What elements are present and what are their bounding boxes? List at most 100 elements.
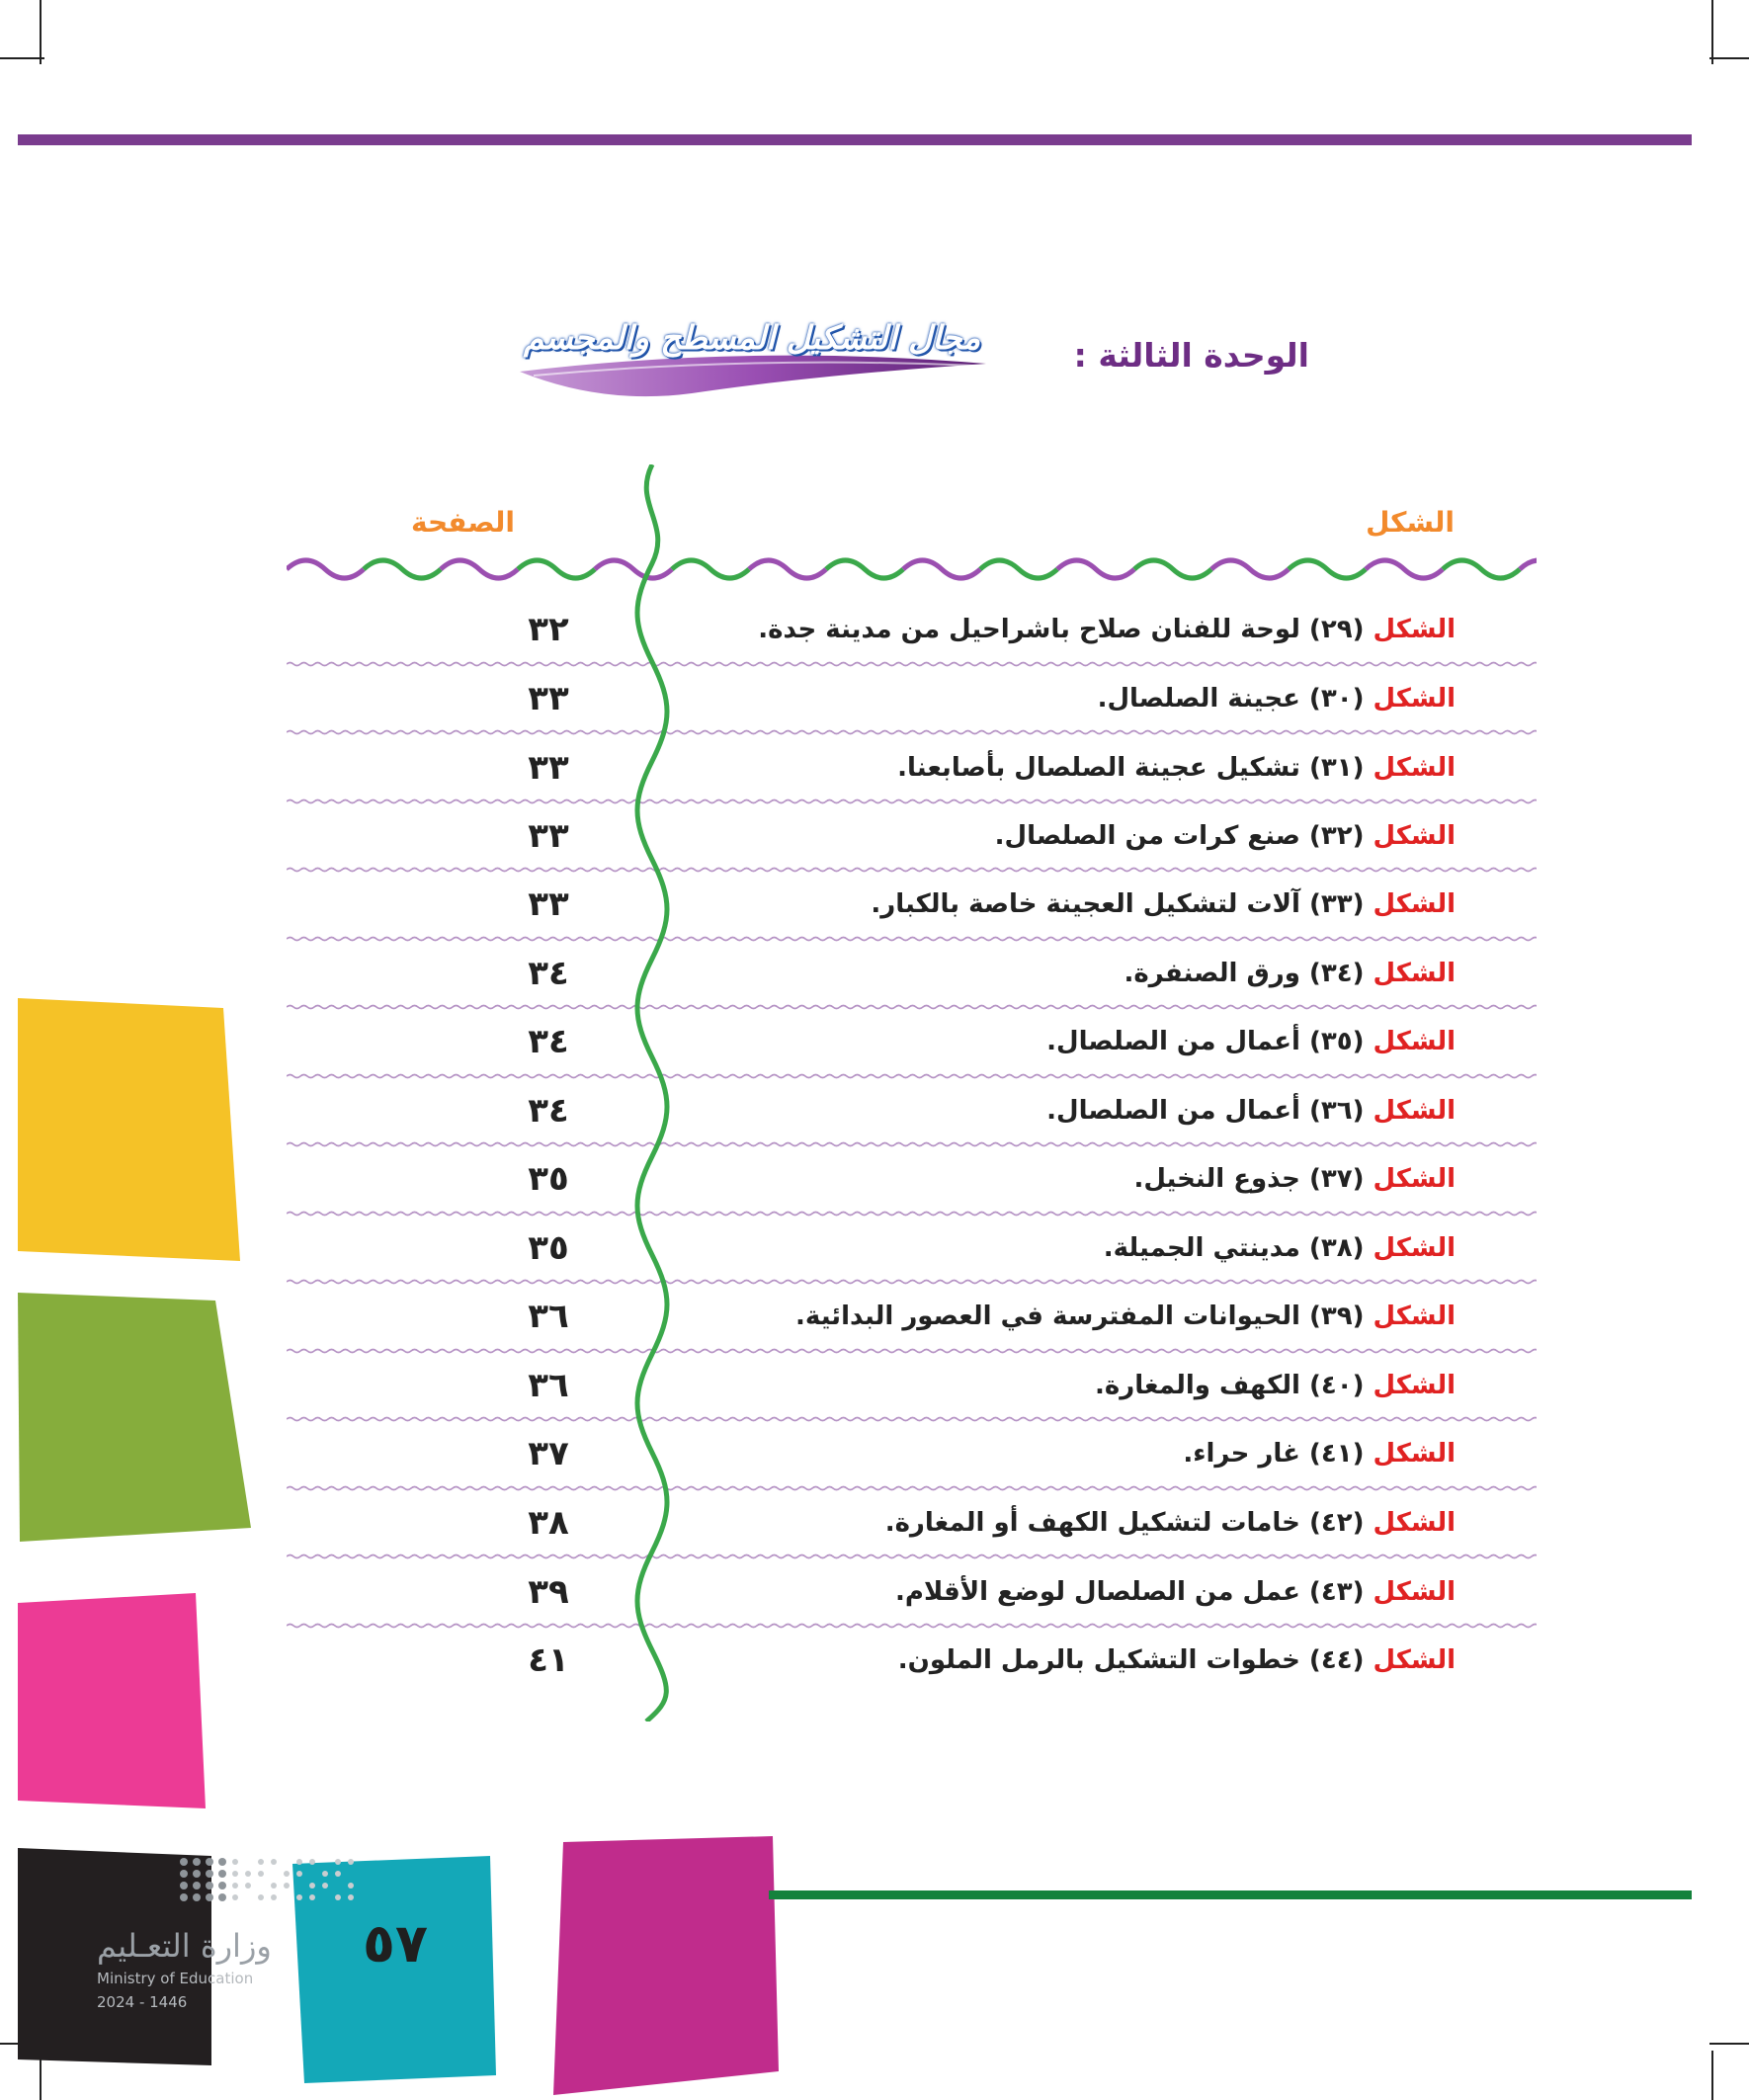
logo-dot: [180, 1882, 188, 1890]
crop-mark: [40, 0, 42, 64]
list-item: الشكل (٤٣) عمل من الصلصال لوضع الأقلام.: [895, 1577, 1456, 1607]
figure-title: (٣١) تشكيل عجينة الصلصال بأصابعنا.: [897, 753, 1365, 783]
header-wave-segment: [978, 557, 1059, 581]
figure-label: الشكل: [1373, 753, 1456, 783]
figure-label: الشكل: [1373, 1508, 1456, 1538]
row-divider: [287, 1348, 1537, 1354]
logo-dot: [322, 1871, 328, 1877]
header-wave-segment: [824, 557, 905, 581]
list-item: الشكل (٣٠) عجينة الصلصال.: [1098, 684, 1456, 714]
logo-dot: [206, 1882, 213, 1890]
header-wave-segment: [1287, 557, 1368, 581]
teal-tab: [292, 1856, 496, 2083]
logo-dot: [218, 1858, 226, 1866]
list-item: الشكل (٢٩) لوحة للفنان صلاح باشراحيل من …: [758, 615, 1456, 644]
logo-dot: [232, 1894, 238, 1900]
ministry-name-ar: وزارة التعـليم: [97, 1927, 272, 1965]
page-ref: ٣٣: [528, 748, 569, 788]
logo-dot: [218, 1870, 226, 1878]
figure-title: (٤١) غار حراء.: [1183, 1439, 1365, 1469]
page-ref: ٣٥: [528, 1228, 569, 1268]
list-item: الشكل (٣٥) أعمال من الصلصال.: [1046, 1027, 1456, 1056]
logo-dot: [258, 1871, 264, 1877]
logo-dot: [271, 1859, 277, 1865]
list-item: الشكل (٤٢) خامات لتشكيل الكهف أو المغارة…: [885, 1508, 1456, 1538]
figure-title: (٣٨) مدينتي الجميلة.: [1103, 1233, 1365, 1263]
header-wave-segment: [1364, 557, 1445, 581]
logo-dot: [309, 1883, 315, 1889]
header-wave-segment: [670, 557, 751, 581]
header-wave-segment: [1055, 557, 1136, 581]
header-wave-segment: [1518, 557, 1537, 571]
logo-dot: [218, 1893, 226, 1901]
unit-title-banner: [520, 355, 986, 397]
page-ref: ٣٦: [528, 1366, 569, 1405]
header-wave-segment: [747, 557, 828, 581]
bottom-divider-bar: [769, 1890, 1692, 1899]
logo-dot: [309, 1859, 315, 1865]
logo-dot: [348, 1883, 354, 1889]
list-item: الشكل (٣٩) الحيوانات المفترسة في العصور …: [795, 1302, 1456, 1331]
figure-title: (٣٢) صنع كرات من الصلصال.: [994, 821, 1365, 851]
figure-label: الشكل: [1373, 959, 1456, 988]
list-item: الشكل (٤١) غار حراء.: [1183, 1439, 1456, 1469]
figure-title: (٣٥) أعمال من الصلصال.: [1046, 1027, 1365, 1056]
crop-mark: [0, 57, 44, 59]
row-dividers: [287, 661, 1537, 1629]
figure-label: الشكل: [1373, 1371, 1456, 1400]
figure-title: (٣٧) جذوع النخيل.: [1133, 1164, 1365, 1194]
page-ref: ٣٩: [528, 1572, 569, 1612]
header-wave-segment: [516, 557, 597, 581]
logo-dot: [193, 1893, 201, 1901]
logo-dot: [296, 1894, 302, 1900]
row-divider: [287, 1141, 1537, 1147]
logo-dot: [258, 1859, 264, 1865]
row-divider: [287, 1073, 1537, 1079]
figure-title: (٢٩) لوحة للفنان صلاح باشراحيل من مدينة …: [758, 615, 1365, 644]
row-divider: [287, 661, 1537, 667]
column-header-page: الصفحة: [411, 506, 516, 539]
figure-title: (٣٠) عجينة الصلصال.: [1097, 684, 1365, 714]
crop-mark: [1709, 2043, 1749, 2045]
lime-tab: [18, 1293, 251, 1542]
logo-dot: [258, 1894, 264, 1900]
row-divider: [287, 1004, 1537, 1010]
header-wave-segment: [593, 557, 674, 581]
crop-mark: [1711, 2051, 1713, 2100]
header-wave-segment: [287, 557, 366, 581]
logo-dot: [335, 1894, 341, 1900]
row-divider: [287, 1279, 1537, 1285]
figure-title: (٣٦) أعمال من الصلصال.: [1046, 1096, 1365, 1126]
page-ref: ٣٢: [528, 610, 569, 649]
list-item: الشكل (٣٣) آلات لتشكيل العجينة خاصة بالك…: [871, 889, 1456, 919]
ministry-logo-icon: [180, 1858, 354, 1901]
figure-title: (٤٣) عمل من الصلصال لوضع الأقلام.: [895, 1577, 1365, 1607]
logo-dot: [335, 1859, 341, 1865]
unit-label: الوحدة الثالثة :: [1073, 336, 1309, 375]
list-item: الشكل (٤٤) خطوات التشكيل بالرمل الملون.: [898, 1645, 1456, 1675]
header-wave-segment: [439, 557, 520, 581]
pink-tab: [18, 1593, 206, 1808]
black-tab: [18, 1848, 211, 2065]
logo-dot: [245, 1871, 251, 1877]
page-ref: ٣٣: [528, 816, 569, 856]
header-wave-segment: [362, 557, 443, 581]
page-ref: ٣٤: [528, 1091, 569, 1131]
row-divider: [287, 729, 1537, 735]
row-divider: [287, 798, 1537, 804]
page-ref: ٤١: [528, 1640, 569, 1680]
figure-title: (٤٢) خامات لتشكيل الكهف أو المغارة.: [884, 1508, 1365, 1538]
figure-label: الشكل: [1373, 1164, 1456, 1194]
row-divider: [287, 1623, 1537, 1629]
figure-label: الشكل: [1373, 615, 1456, 644]
figure-label: الشكل: [1373, 1096, 1456, 1126]
column-divider: [634, 464, 670, 1722]
yellow-tab: [18, 998, 240, 1261]
page-ref: ٣٣: [528, 679, 569, 718]
figure-title: (٤٠) الكهف والمغارة.: [1095, 1371, 1365, 1400]
figure-label: الشكل: [1373, 821, 1456, 851]
logo-dot: [296, 1859, 302, 1865]
logo-dot: [348, 1859, 354, 1865]
logo-dot: [206, 1858, 213, 1866]
list-item: الشكل (٣٦) أعمال من الصلصال.: [1046, 1096, 1456, 1126]
